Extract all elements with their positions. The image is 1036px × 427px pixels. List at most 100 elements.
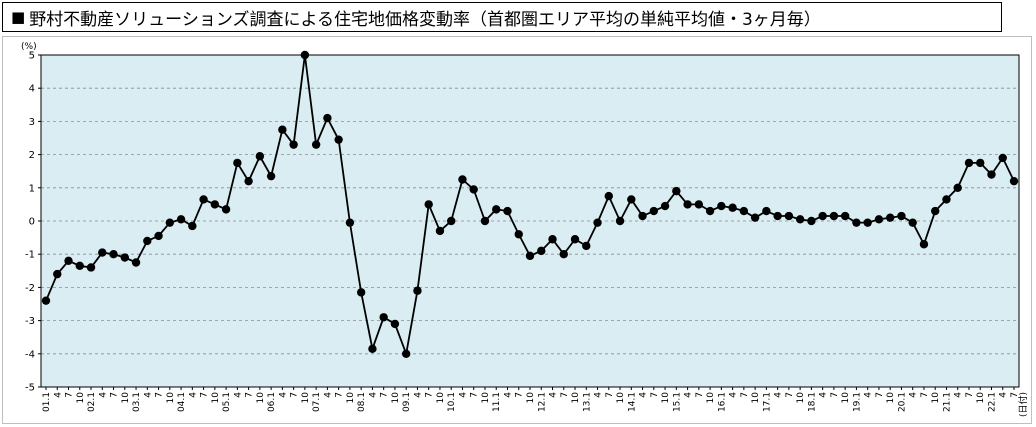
x-tick-label: 4 xyxy=(684,392,694,398)
data-point xyxy=(582,241,591,251)
x-tick-label: 10 xyxy=(616,392,626,404)
x-tick-label: 10.1 xyxy=(447,392,457,412)
x-tick-label: 10 xyxy=(796,392,806,404)
y-tick-label: 2 xyxy=(29,150,35,161)
data-point xyxy=(300,50,310,60)
x-tick-label: 7 xyxy=(380,392,390,398)
x-tick-label: 4 xyxy=(188,392,198,398)
data-point xyxy=(987,170,996,179)
x-tick-label: 4 xyxy=(639,392,649,398)
x-tick-label: 10 xyxy=(256,392,266,404)
data-point xyxy=(98,248,107,257)
data-point xyxy=(863,218,872,227)
data-point xyxy=(368,344,377,354)
x-tick-label: 4 xyxy=(53,392,63,398)
x-tick-label: 7 xyxy=(605,392,615,398)
data-point xyxy=(897,211,906,221)
data-point xyxy=(942,195,951,204)
data-point xyxy=(627,195,636,204)
chart-title: 野村不動産ソリューションズ調査による住宅地価格変動率（首都圏エリア平均の単純平均… xyxy=(29,9,821,30)
data-point xyxy=(492,205,501,214)
x-tick-label: 4 xyxy=(774,392,784,398)
x-tick-label: 4 xyxy=(368,392,378,398)
data-point xyxy=(311,140,321,149)
data-point xyxy=(41,296,51,305)
y-tick-label: -4 xyxy=(25,349,35,360)
data-point xyxy=(829,211,839,221)
x-tick-label: 14.1 xyxy=(627,392,637,412)
data-point xyxy=(390,319,400,329)
y-axis-label: (%) xyxy=(21,42,37,52)
data-point xyxy=(840,211,850,221)
x-tick-label: 13.1 xyxy=(582,392,592,412)
data-point xyxy=(109,250,118,259)
data-point xyxy=(615,216,625,226)
x-tick-label: 4 xyxy=(233,392,243,398)
x-tick-label: 22.1 xyxy=(987,392,997,412)
data-point xyxy=(784,211,794,221)
x-tick-label: 7 xyxy=(470,392,480,398)
data-point xyxy=(773,211,782,221)
x-tick-label: 7 xyxy=(425,392,435,398)
y-tick-label: -5 xyxy=(25,383,35,394)
x-tick-label: 10 xyxy=(661,392,671,404)
data-point xyxy=(447,216,456,226)
data-point xyxy=(807,216,816,226)
x-tick-label: 05.1 xyxy=(222,392,232,412)
x-tick-label: 16.1 xyxy=(717,392,727,412)
x-tick-label: 17.1 xyxy=(762,392,772,412)
x-tick-label: 10 xyxy=(436,392,446,404)
x-tick-label: 10 xyxy=(391,392,401,404)
x-tick-label: 4 xyxy=(729,392,739,398)
x-tick-label: 15.1 xyxy=(672,392,682,412)
chart-title-box: ■ 野村不動産ソリューションズ調査による住宅地価格変動率（首都圏エリア平均の単純… xyxy=(2,2,1002,32)
x-tick-label: 20.1 xyxy=(897,392,907,412)
data-point xyxy=(795,215,805,224)
x-tick-label: 4 xyxy=(98,392,108,398)
y-tick-label: 5 xyxy=(29,51,35,62)
x-tick-label: 7 xyxy=(560,392,570,398)
x-tick-label: 7 xyxy=(695,392,705,398)
x-tick-label: 21.1 xyxy=(942,392,952,412)
x-tick-label: 7 xyxy=(1010,392,1020,398)
x-tick-label: 4 xyxy=(413,392,423,398)
x-tick-label: 7 xyxy=(920,392,930,398)
data-point xyxy=(199,195,208,204)
data-point xyxy=(660,201,670,211)
x-tick-label: 7 xyxy=(155,392,165,398)
data-point xyxy=(143,236,152,246)
data-point xyxy=(334,135,343,144)
y-tick-label: -1 xyxy=(25,250,35,261)
data-point xyxy=(424,200,433,209)
data-point xyxy=(75,261,84,271)
x-tick-label: 10 xyxy=(121,392,131,404)
x-tick-label: 7 xyxy=(200,392,210,398)
y-tick-label: -2 xyxy=(25,283,35,294)
x-tick-label: 02.1 xyxy=(87,392,97,412)
data-point xyxy=(1009,176,1019,186)
data-point xyxy=(728,203,737,212)
x-tick-label: 7 xyxy=(110,392,120,398)
x-tick-label: 12.1 xyxy=(537,392,547,412)
x-tick-label: 4 xyxy=(503,392,513,398)
data-point xyxy=(717,201,726,211)
x-tick-label: 11.1 xyxy=(492,392,502,412)
x-tick-label: 4 xyxy=(954,392,964,398)
data-point xyxy=(413,286,422,295)
data-point xyxy=(672,186,681,196)
x-tick-label: 10 xyxy=(301,392,311,404)
x-tick-label: 4 xyxy=(278,392,288,398)
data-point xyxy=(210,200,220,209)
x-tick-label: 10 xyxy=(166,392,176,404)
data-point xyxy=(537,246,546,256)
x-tick-label: 7 xyxy=(290,392,300,398)
data-point xyxy=(120,253,129,262)
x-tick-label: 10 xyxy=(931,392,941,404)
x-tick-label: 4 xyxy=(819,392,829,398)
x-tick-label: 10 xyxy=(76,392,86,404)
x-tick-label: 10 xyxy=(841,392,851,404)
title-marker: ■ xyxy=(11,8,26,26)
data-point xyxy=(458,175,467,184)
x-tick-label: 4 xyxy=(594,392,604,398)
